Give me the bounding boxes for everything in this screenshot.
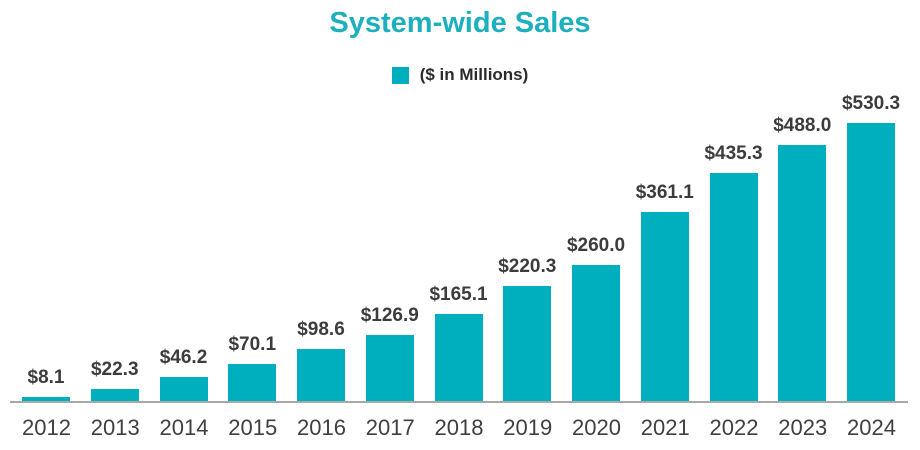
bar	[778, 145, 827, 401]
bar-value-label: $8.1	[27, 366, 65, 388]
bar	[709, 172, 758, 401]
bar-value-label: $46.2	[159, 346, 208, 368]
bar-value-label: $22.3	[90, 359, 139, 381]
bar	[640, 211, 689, 401]
bar-column: $165.1	[429, 284, 488, 401]
year-label: 2014	[159, 415, 209, 440]
year-label: 2013	[90, 415, 140, 440]
bar	[297, 349, 345, 401]
year-label: 2018	[434, 415, 484, 440]
bar-column: $260.0	[567, 235, 625, 401]
x-axis-line	[10, 401, 908, 403]
bar-value-label: $260.0	[566, 234, 626, 256]
bar-column: $435.3	[704, 143, 763, 401]
year-label: 2015	[228, 415, 278, 440]
bar	[22, 396, 70, 401]
bar	[159, 376, 208, 401]
bar-column: $488.0	[773, 115, 831, 401]
legend-swatch	[391, 66, 409, 84]
bar-value-label: $220.3	[498, 255, 557, 277]
bar-value-label: $70.1	[228, 334, 277, 356]
bar	[365, 334, 414, 401]
bar	[228, 364, 277, 401]
year-label: 2023	[778, 415, 828, 440]
bar-value-label: $530.3	[841, 93, 901, 114]
bar-column: $361.1	[636, 182, 694, 401]
bar	[434, 314, 483, 401]
legend-label: ($ in Millions)	[419, 65, 529, 84]
bars-container: $8.1 $22.3 $46.2 $70.1 $98.6 $126.9 $165.1 $220…	[22, 90, 900, 401]
bar-column: $126.9	[361, 305, 419, 401]
bar	[503, 285, 552, 401]
bar-value-label: $435.3	[704, 142, 763, 164]
sales-bar-chart: System-wide Sales ($ in Millions) $8.1 $2…	[0, 6, 920, 441]
bar-column: $8.1	[22, 367, 70, 401]
bar-column: $70.1	[228, 334, 277, 401]
year-label: 2017	[365, 415, 415, 440]
bar-value-label: $361.1	[635, 181, 694, 203]
bar-column: $220.3	[498, 256, 556, 401]
bar-column: $22.3	[90, 359, 139, 401]
year-label: 2024	[847, 415, 896, 440]
bar	[90, 389, 139, 401]
bar-value-label: $98.6	[297, 319, 345, 341]
year-label: 2016	[297, 415, 346, 440]
plot-area: $8.1 $22.3 $46.2 $70.1 $98.6 $126.9 $165.1 $220…	[0, 90, 920, 403]
bar-column: $530.3	[842, 93, 900, 401]
bar-value-label: $165.1	[429, 284, 488, 306]
year-label: 2021	[640, 415, 690, 440]
x-axis-labels: 2012 2013 2014 2015 2016 2017 2018 2019 2020 2021…	[22, 415, 896, 441]
chart-title: System-wide Sales	[329, 7, 591, 39]
bar	[572, 264, 620, 401]
bar-value-label: $126.9	[360, 304, 419, 326]
year-label: 2022	[709, 415, 759, 440]
year-label: 2012	[22, 415, 71, 440]
bar-column: $98.6	[297, 319, 345, 401]
year-label: 2020	[572, 415, 621, 440]
legend: ($ in Millions)	[0, 65, 920, 85]
bar-value-label: $488.0	[773, 115, 832, 137]
year-label: 2019	[503, 415, 553, 440]
bar	[847, 123, 895, 401]
bar-column: $46.2	[159, 346, 208, 401]
